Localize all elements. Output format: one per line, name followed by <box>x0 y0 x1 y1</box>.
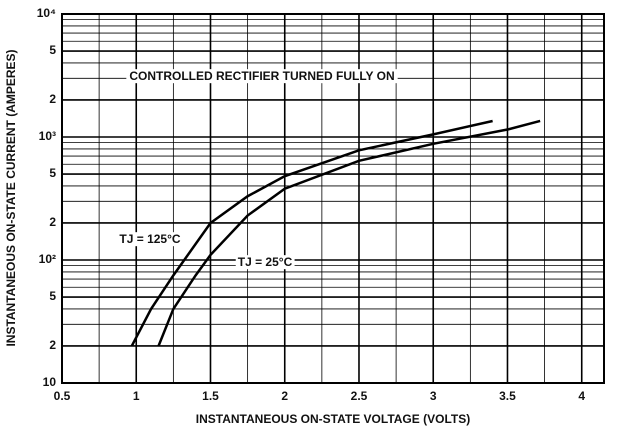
x-tick-label: 4 <box>578 389 585 403</box>
annotation: CONTROLLED RECTIFIER TURNED FULLY ON <box>129 69 394 83</box>
annotation-bg <box>126 69 398 84</box>
x-tick-label: 2.5 <box>351 389 368 403</box>
y-tick-label: 2 <box>49 338 56 352</box>
y-tick-label: 10⁴ <box>37 6 56 20</box>
x-tick-label: 3 <box>430 389 437 403</box>
series-label: TJ = 125°C <box>119 232 181 246</box>
x-axis-label: INSTANTANEOUS ON-STATE VOLTAGE (VOLTS) <box>196 412 470 426</box>
x-tick-label: 2 <box>281 389 288 403</box>
plot-frame <box>61 13 605 384</box>
x-tick-label: 0.5 <box>54 389 71 403</box>
series-label-bg <box>117 232 183 247</box>
y-tick-label: 5 <box>49 43 56 57</box>
x-tick-label: 3.5 <box>499 389 516 403</box>
y-tick-label: 10³ <box>39 129 56 143</box>
y-tick-label: 10 <box>43 375 57 389</box>
x-tick-label: 1 <box>133 389 140 403</box>
y-tick-label: 10² <box>39 252 56 266</box>
series-label-bg <box>235 255 295 270</box>
line <box>130 119 493 347</box>
series-label: TJ = 25°C <box>238 255 293 269</box>
y-tick-label: 5 <box>49 289 56 303</box>
y-tick-label: 2 <box>49 92 56 106</box>
x-tick-label: 1.5 <box>202 389 219 403</box>
y-axis-label: INSTANTANEOUS ON-STATE CURRENT (AMPERES) <box>4 49 18 346</box>
y-tick-label: 2 <box>49 215 56 229</box>
line <box>157 119 541 347</box>
y-tick-label: 5 <box>49 166 56 180</box>
